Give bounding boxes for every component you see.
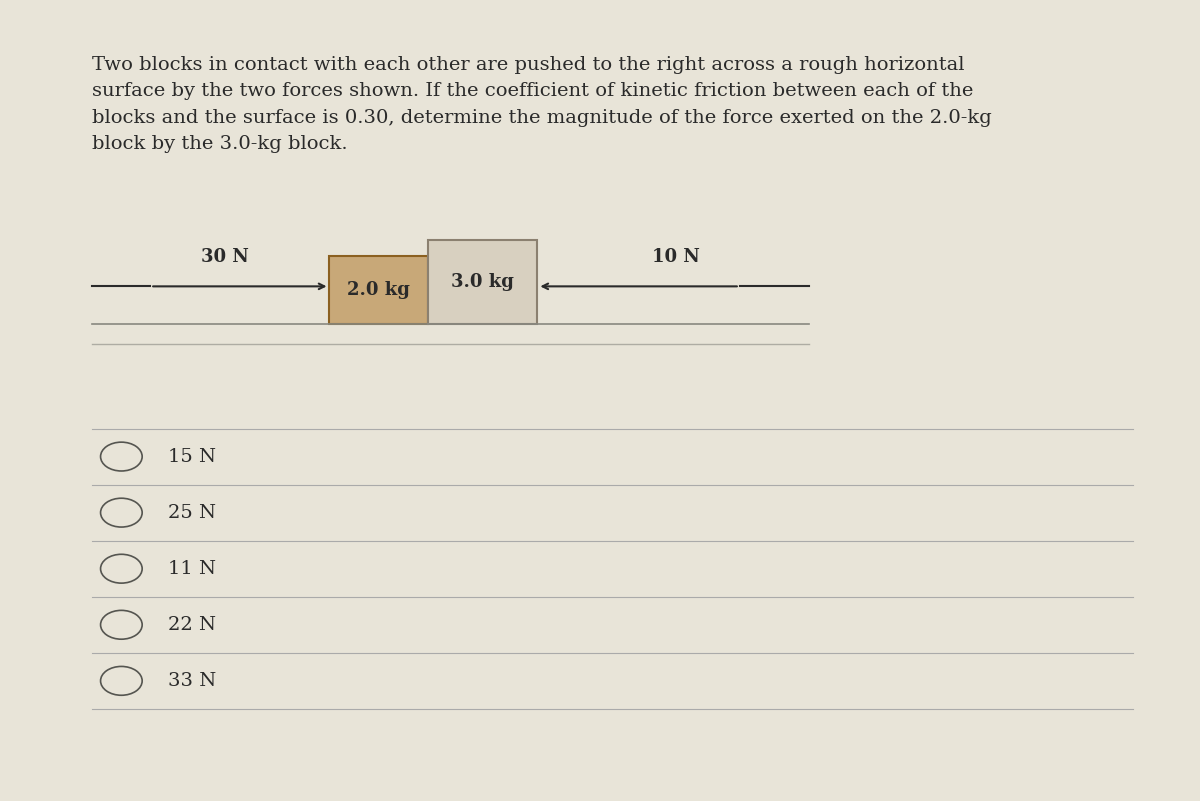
Text: 25 N: 25 N	[168, 504, 216, 521]
Text: 30 N: 30 N	[202, 248, 250, 266]
Text: Two blocks in contact with each other are pushed to the right across a rough hor: Two blocks in contact with each other ar…	[92, 56, 992, 153]
Text: 10 N: 10 N	[653, 248, 700, 266]
Text: 2.0 kg: 2.0 kg	[347, 281, 410, 300]
Text: 33 N: 33 N	[168, 672, 216, 690]
FancyBboxPatch shape	[427, 240, 538, 324]
Text: 15 N: 15 N	[168, 448, 216, 465]
FancyBboxPatch shape	[330, 256, 427, 324]
Text: 3.0 kg: 3.0 kg	[451, 273, 514, 292]
Text: 11 N: 11 N	[168, 560, 216, 578]
Text: 22 N: 22 N	[168, 616, 216, 634]
